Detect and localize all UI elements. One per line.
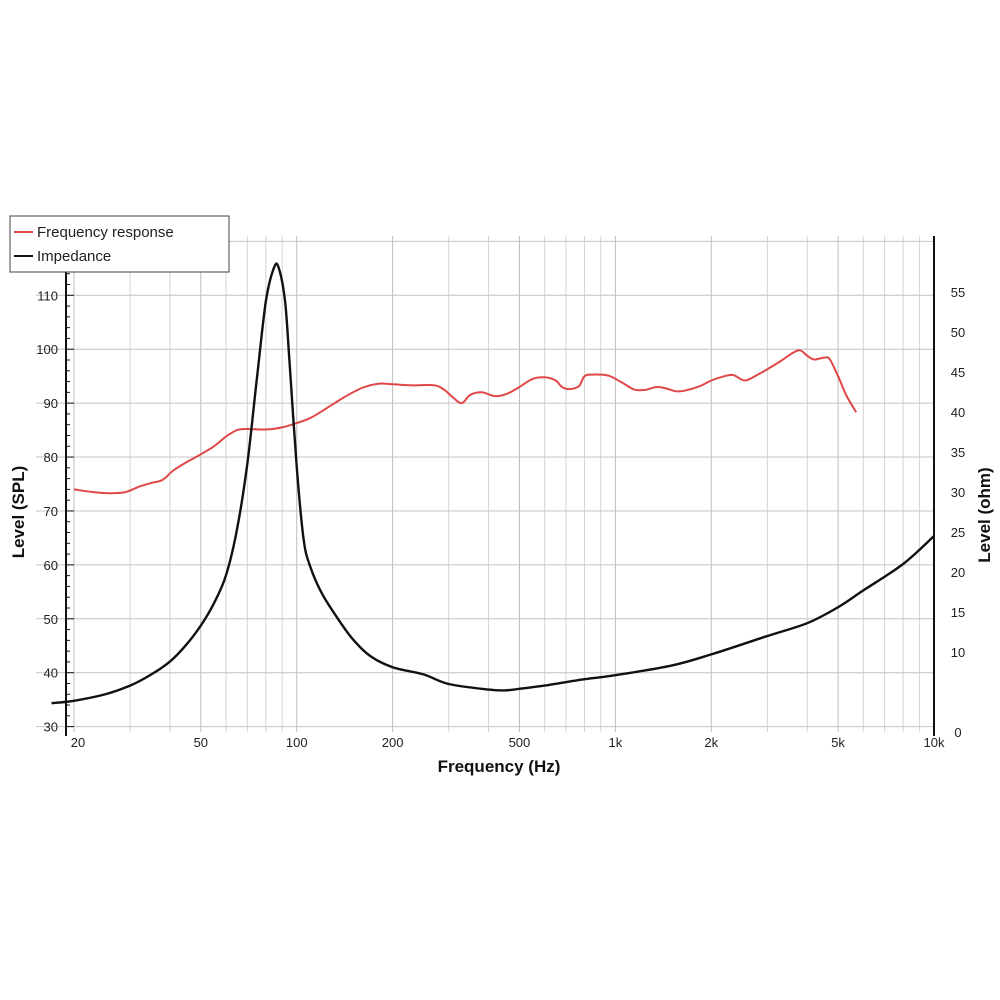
right-axis-title: Level (ohm) — [975, 467, 994, 562]
legend-label-frequency-response: Frequency response — [37, 224, 174, 241]
tick-labels: 20 50 100 200 500 1k 2k 5k 10k304050607080901001… — [36, 234, 965, 750]
x-axis-title: Frequency (Hz) — [438, 757, 561, 776]
grid — [36, 236, 935, 732]
y-tick-label: 70 — [44, 504, 58, 519]
left-axis-title: Level (SPL) — [9, 466, 28, 559]
y-tick-label: 110 — [37, 288, 58, 303]
x-tick-label: 200 — [382, 735, 404, 750]
legend-label-impedance: Impedance — [37, 248, 111, 265]
y-tick-label: 100 — [36, 342, 58, 357]
y2-tick-label: 0 — [954, 725, 961, 740]
legend-box — [9, 215, 230, 273]
y2-tick-label: 50 — [951, 325, 965, 340]
y2-tick-label: 55 — [951, 285, 965, 300]
legend: Frequency response Impedance — [9, 215, 230, 273]
x-tick-label: 2k — [704, 735, 718, 750]
x-tick-label: 50 — [194, 735, 208, 750]
axes — [65, 236, 935, 736]
y-tick-label: 60 — [44, 558, 58, 573]
x-tick-label: 5k — [831, 735, 845, 750]
y2-tick-label: 30 — [951, 485, 965, 500]
x-tick-label: 10k — [924, 735, 945, 750]
y2-tick-label: 10 — [951, 645, 965, 660]
series-layer — [51, 262, 935, 705]
y-tick-label: 80 — [44, 450, 58, 465]
y-tick-label: 90 — [44, 396, 58, 411]
y-tick-label: 40 — [44, 666, 58, 681]
y2-tick-label: 20 — [951, 565, 965, 580]
y2-tick-label: 35 — [951, 445, 965, 460]
series-line-impedance — [51, 262, 935, 705]
x-tick-label: 500 — [509, 735, 531, 750]
y2-tick-label: 40 — [951, 405, 965, 420]
y2-tick-label: 45 — [951, 365, 965, 380]
y2-tick-label: 15 — [951, 605, 965, 620]
y-tick-label: 50 — [44, 612, 58, 627]
y-tick-label: 30 — [44, 720, 58, 735]
x-tick-label: 100 — [286, 735, 308, 750]
x-tick-label: 20 — [71, 735, 85, 750]
x-tick-label: 1k — [608, 735, 622, 750]
series-line-frequency-response — [73, 349, 858, 495]
y2-tick-label: 25 — [951, 525, 965, 540]
